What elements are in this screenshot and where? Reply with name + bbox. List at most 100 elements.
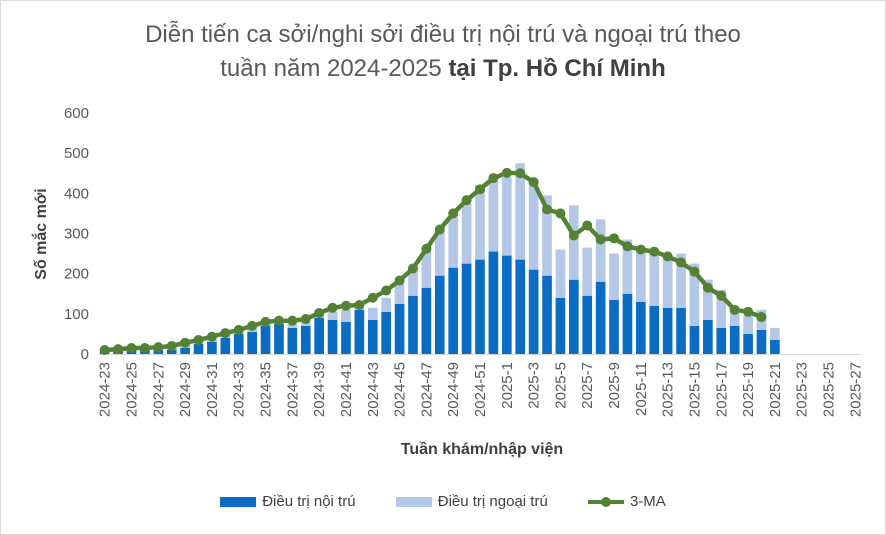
- ma-point-2024-38: [300, 314, 311, 325]
- y-tick-label: 400: [64, 185, 89, 202]
- x-tick-label: 2025-25: [820, 362, 837, 417]
- ma-point-2024-33: [233, 324, 244, 335]
- x-tick-label: 2024-25: [124, 362, 141, 417]
- bar-inpatient-2025-18: [729, 325, 740, 354]
- bar-outpatient-2024-44: [381, 297, 392, 312]
- y-tick-label: 0: [81, 346, 89, 363]
- bar-outpatient-2025-9: [609, 253, 619, 300]
- bar-inpatient-2025-5: [555, 297, 566, 354]
- bar-outpatient-2024-46: [408, 271, 418, 296]
- ma-point-2024-41: [340, 300, 351, 311]
- ma-point-2025-16: [702, 282, 713, 293]
- bar-outpatient-2024-37: [287, 323, 298, 328]
- bar-inpatient-2024-46: [408, 295, 418, 354]
- ma-point-2025-15: [689, 266, 700, 277]
- ma-point-2025-18: [729, 304, 740, 315]
- bar-inpatient-2024-50: [461, 263, 472, 354]
- y-tick-label: 300: [64, 226, 89, 243]
- x-tick-label: 2024-35: [258, 362, 275, 417]
- x-tick-label: 2025-17: [713, 362, 730, 417]
- ma-point-2024-45: [394, 275, 405, 286]
- x-tick-label: 2024-39: [311, 362, 328, 417]
- bar-outpatient-2025-7: [582, 247, 593, 296]
- bar-inpatient-2025-16: [703, 319, 713, 354]
- ma-point-2025-5: [555, 208, 566, 219]
- ma-point-2024-26: [139, 342, 150, 353]
- ma-point-2024-29: [180, 337, 191, 348]
- x-tick-label: 2025-19: [740, 362, 757, 417]
- ma-point-2024-43: [367, 292, 378, 303]
- bar-inpatient-2025-1: [501, 255, 512, 354]
- bar-outpatient-2025-5: [555, 249, 566, 298]
- bar-inpatient-2025-11: [636, 301, 646, 354]
- bar-inpatient-2025-2: [515, 259, 526, 354]
- ma-point-2025-3: [528, 177, 539, 188]
- bar-outpatient-2024-45: [394, 283, 405, 304]
- chart-title-line2: tuần năm 2024-2025 tại Tp. Hồ Chí Minh: [0, 52, 886, 86]
- bar-inpatient-2025-9: [609, 299, 619, 354]
- y-tick-label: 200: [64, 266, 89, 283]
- bar-outpatient-2025-1: [501, 177, 512, 256]
- bar-outpatient-2025-2: [515, 163, 526, 260]
- ma-point-2024-47: [421, 243, 432, 254]
- x-tick-label: 2025-9: [606, 362, 623, 409]
- bar-inpatient-2024-47: [421, 287, 432, 354]
- bar-outpatient-2025-3: [528, 181, 539, 270]
- ma-point-2025-2: [515, 168, 526, 179]
- x-tick-label: 2025-7: [579, 362, 596, 409]
- bar-inpatient-2024-45: [394, 303, 405, 354]
- x-tick-label: 2025-13: [660, 362, 677, 417]
- bar-inpatient-2025-10: [622, 293, 633, 354]
- x-tick-label: 2025-27: [847, 362, 864, 417]
- ma-point-2025-14: [676, 257, 687, 268]
- x-tick-label: 2025-11: [633, 362, 650, 416]
- ma-point-2024-51: [475, 184, 485, 195]
- bar-outpatient-2025-19: [743, 315, 753, 334]
- ma-point-2025-10: [622, 241, 633, 252]
- bar-outpatient-2025-12: [649, 251, 660, 306]
- y-tick-label: 500: [64, 145, 89, 162]
- ma-point-2024-40: [327, 302, 338, 313]
- legend-label-ma: 3-MA: [629, 492, 666, 510]
- bar-outpatient-2025-6: [568, 205, 579, 280]
- x-tick-label: 2025-5: [552, 362, 569, 409]
- ma-point-2024-30: [193, 334, 204, 345]
- bar-inpatient-2025-6: [568, 279, 579, 354]
- bar-inpatient-2024-44: [381, 311, 392, 354]
- bar-outpatient-2024-50: [461, 203, 472, 264]
- legend-label-outpatient: Điều trị ngoại trú: [437, 492, 548, 510]
- x-tick-label: 2024-45: [392, 362, 409, 417]
- x-tick-label: 2024-47: [418, 362, 435, 417]
- chart-title-line2-bold: tại Tp. Hồ Chí Minh: [448, 55, 666, 82]
- bar-outpatient-2025-14: [676, 253, 686, 308]
- bar-inpatient-2025-13: [662, 307, 673, 354]
- bar-inpatient-2025-20: [756, 329, 767, 354]
- bar-inpatient-2024-37: [287, 327, 298, 354]
- ma-point-2025-17: [716, 290, 727, 301]
- x-tick-label: 2024-49: [445, 362, 462, 417]
- bar-inpatient-2025-15: [689, 325, 700, 354]
- ma-point-2024-24: [113, 344, 124, 355]
- legend-swatch-outpatient: [395, 496, 432, 507]
- bar-inpatient-2024-32: [220, 337, 231, 354]
- y-axis-label: Số mắc mới: [31, 188, 50, 279]
- bar-inpatient-2024-42: [354, 309, 365, 354]
- bar-inpatient-2024-39: [314, 317, 324, 354]
- bar-outpatient-2025-4: [542, 195, 552, 276]
- bar-inpatient-2024-30: [193, 343, 204, 354]
- bar-outpatient-2024-49: [448, 217, 459, 268]
- legend-item-outpatient: Điều trị ngoại trú: [395, 492, 548, 510]
- x-tick-label: 2024-29: [177, 362, 194, 417]
- bar-inpatient-2024-48: [434, 275, 445, 354]
- ma-point-2024-36: [273, 315, 284, 326]
- ma-point-2024-52: [488, 173, 499, 184]
- ma-point-2024-42: [354, 299, 365, 310]
- x-tick-label: 2024-43: [365, 362, 382, 417]
- ma-point-2024-34: [247, 320, 258, 331]
- bar-inpatient-2024-31: [207, 341, 217, 354]
- ma-point-2025-8: [595, 234, 606, 245]
- bar-outpatient-2024-48: [434, 231, 445, 276]
- ma-point-2024-48: [434, 224, 445, 235]
- bar-outpatient-2025-18: [729, 307, 740, 326]
